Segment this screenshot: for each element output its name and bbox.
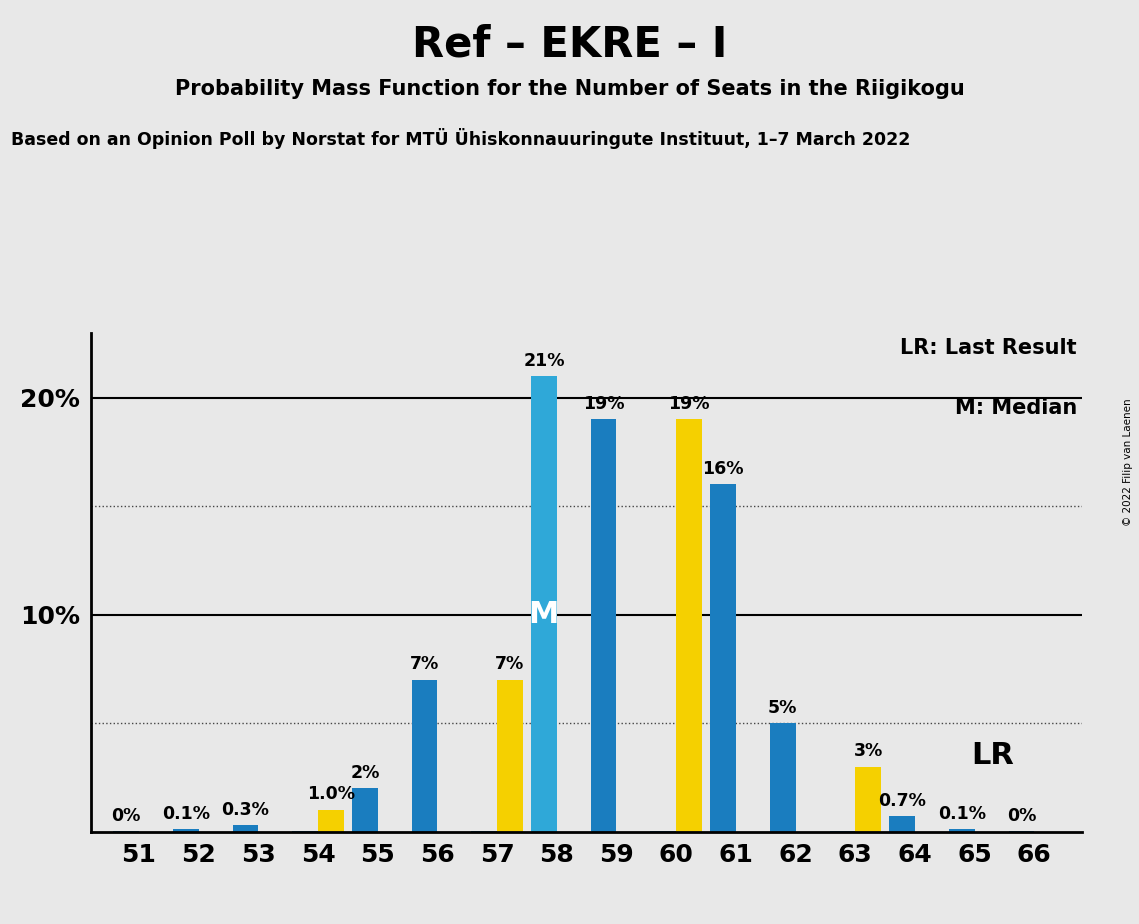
Bar (472, 831, 497, 832)
Text: LR: LR (972, 741, 1014, 771)
Text: 5%: 5% (768, 699, 797, 717)
Bar (770, 723, 795, 832)
Text: 19%: 19% (583, 395, 624, 413)
Text: Based on an Opinion Poll by Norstat for MTÜ Ühiskonnauuringute Instituut, 1–7 Ma: Based on an Opinion Poll by Norstat for … (11, 128, 911, 149)
Text: 3%: 3% (853, 742, 883, 760)
Text: 7%: 7% (410, 655, 440, 674)
Text: 0.7%: 0.7% (878, 792, 926, 810)
Bar (293, 831, 318, 832)
Text: 7%: 7% (495, 655, 524, 674)
Bar (318, 810, 344, 832)
Text: 0.1%: 0.1% (162, 805, 210, 823)
Bar (855, 767, 880, 832)
Text: 2%: 2% (350, 764, 379, 782)
Bar (411, 680, 437, 832)
Bar (232, 825, 259, 832)
Text: 0%: 0% (1007, 807, 1036, 825)
Bar (591, 419, 616, 832)
Text: 21%: 21% (523, 351, 565, 370)
Text: 16%: 16% (703, 460, 744, 478)
Bar (1009, 831, 1034, 832)
Text: M: Median: M: Median (954, 397, 1077, 418)
Text: Probability Mass Function for the Number of Seats in the Riigikogu: Probability Mass Function for the Number… (174, 79, 965, 99)
Bar (352, 788, 378, 832)
Bar (650, 831, 677, 832)
Text: 0.1%: 0.1% (937, 805, 985, 823)
Text: 19%: 19% (669, 395, 710, 413)
Text: Ref – EKRE – I: Ref – EKRE – I (412, 23, 727, 65)
Text: 1.0%: 1.0% (306, 785, 354, 803)
Text: 0%: 0% (112, 807, 141, 825)
Text: 0.3%: 0.3% (221, 800, 269, 819)
Bar (829, 831, 855, 832)
Bar (710, 484, 736, 832)
Bar (113, 831, 139, 832)
Bar (949, 830, 975, 832)
Bar (890, 817, 915, 832)
Bar (173, 830, 198, 832)
Text: M: M (528, 601, 559, 629)
Text: LR: Last Result: LR: Last Result (901, 337, 1077, 358)
Bar (677, 419, 702, 832)
Text: © 2022 Filip van Laenen: © 2022 Filip van Laenen (1123, 398, 1133, 526)
Bar (531, 376, 557, 832)
Bar (497, 680, 523, 832)
